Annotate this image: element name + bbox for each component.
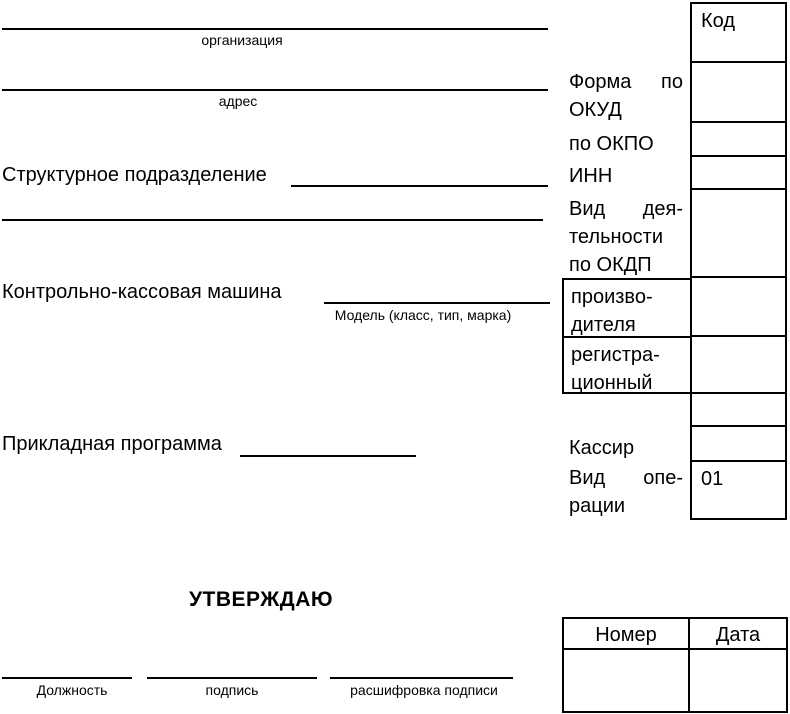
code-header-text: Код — [701, 10, 736, 32]
manufacturer-number-cell — [692, 278, 785, 337]
signature-sign-caption: подпись — [205, 682, 259, 698]
registration-number-cell — [692, 337, 785, 394]
okpo-label: по ОКПО — [569, 133, 654, 155]
machine-number-box: произво- дителя регистра- ционный — [562, 278, 690, 394]
okpo-code-cell — [692, 123, 785, 157]
okud-code-cell — [692, 63, 785, 123]
cashier-label: Кассир — [569, 437, 635, 459]
code-table: Код 01 — [690, 2, 787, 520]
okdp-label-word1: Вид — [569, 198, 606, 220]
approve-title: УТВЕРЖДАЮ — [188, 588, 334, 611]
structural-unit-fill-line — [291, 185, 548, 187]
operation-type-label: Вид опе- рации — [569, 464, 683, 520]
okud-label-word1: Форма — [569, 71, 632, 93]
structural-unit-continuation-line — [2, 219, 543, 221]
blank-code-cell — [692, 394, 785, 427]
address-fill-line — [2, 89, 548, 91]
structural-unit-label: Структурное подразделение — [2, 164, 267, 186]
okdp-label-word2: дея- — [642, 198, 683, 220]
kkm-model-caption: Модель (класс, тип, марка) — [334, 307, 512, 323]
cashier-code-cell — [692, 427, 785, 462]
signature-name-line — [330, 677, 513, 679]
manufacturer-number-line2: дителя — [571, 314, 636, 336]
code-header-cell: Код — [692, 4, 785, 63]
kkm-label: Контрольно-кассовая машина — [2, 281, 282, 303]
signature-name-caption: расшифровка подписи — [350, 682, 498, 698]
registration-number-label: регистра- ционный — [564, 338, 690, 397]
date-value-cell — [690, 650, 786, 711]
operation-label-word2: опе- — [643, 467, 683, 489]
registration-number-line1: регистра- — [571, 344, 660, 366]
okud-label-line2: ОКУД — [569, 99, 622, 121]
organization-caption: организация — [201, 32, 283, 48]
okdp-label: Вид дея- тельности по ОКДП — [569, 195, 683, 279]
registration-number-line2: ционный — [571, 372, 653, 394]
number-column-header: Номер — [564, 619, 690, 650]
app-program-fill-line — [240, 455, 416, 457]
operation-type-code-cell: 01 — [701, 468, 724, 490]
inn-code-cell — [692, 157, 785, 190]
okud-label: Форма по ОКУД — [569, 68, 683, 124]
kkm-fill-line — [324, 302, 550, 304]
number-value-cell — [564, 650, 690, 711]
okud-label-word2: по — [661, 71, 683, 93]
okdp-label-line2: тельности — [569, 226, 663, 248]
app-program-label: Прикладная программа — [2, 433, 222, 455]
operation-label-line2: рации — [569, 495, 626, 517]
signature-position-line — [2, 677, 132, 679]
organization-fill-line — [2, 28, 548, 30]
manufacturer-number-line1: произво- — [571, 286, 653, 308]
signature-sign-line — [147, 677, 317, 679]
signature-position-caption: Должность — [36, 682, 108, 698]
operation-label-word1: Вид — [569, 467, 606, 489]
address-caption: адрес — [218, 93, 258, 109]
manufacturer-number-label: произво- дителя — [564, 280, 690, 338]
okdp-code-cell — [692, 190, 785, 278]
inn-label: ИНН — [569, 165, 613, 187]
number-date-table: Номер Дата — [562, 617, 788, 713]
date-column-header: Дата — [690, 619, 786, 650]
okdp-label-line3: по ОКДП — [569, 254, 652, 276]
